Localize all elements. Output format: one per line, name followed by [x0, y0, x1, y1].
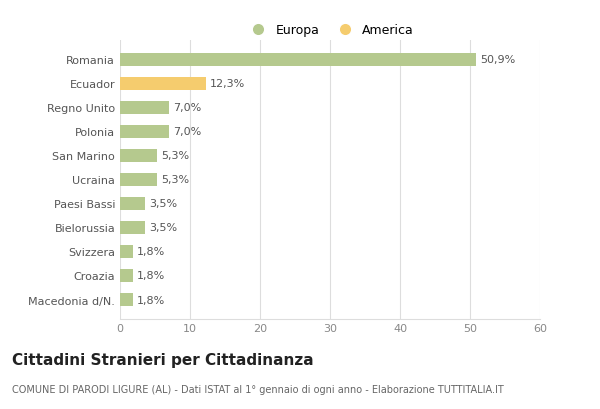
- Bar: [120, 54, 476, 67]
- Bar: [120, 293, 133, 306]
- Text: 1,8%: 1,8%: [137, 247, 165, 257]
- Text: 7,0%: 7,0%: [173, 127, 202, 137]
- Text: 5,3%: 5,3%: [161, 151, 190, 161]
- Text: 12,3%: 12,3%: [211, 79, 245, 89]
- Text: 3,5%: 3,5%: [149, 223, 177, 233]
- Text: 5,3%: 5,3%: [161, 175, 190, 185]
- Bar: [120, 269, 133, 282]
- Text: 1,8%: 1,8%: [137, 271, 165, 281]
- Bar: [120, 221, 145, 234]
- Text: Cittadini Stranieri per Cittadinanza: Cittadini Stranieri per Cittadinanza: [12, 352, 314, 367]
- Text: 1,8%: 1,8%: [137, 295, 165, 305]
- Bar: [120, 173, 157, 187]
- Text: 3,5%: 3,5%: [149, 199, 177, 209]
- Text: COMUNE DI PARODI LIGURE (AL) - Dati ISTAT al 1° gennaio di ogni anno - Elaborazi: COMUNE DI PARODI LIGURE (AL) - Dati ISTA…: [12, 384, 504, 394]
- Bar: [120, 197, 145, 211]
- Bar: [120, 245, 133, 258]
- Bar: [120, 78, 206, 91]
- Bar: [120, 149, 157, 163]
- Bar: [120, 126, 169, 139]
- Legend: Europa, America: Europa, America: [241, 19, 419, 42]
- Bar: [120, 101, 169, 115]
- Text: 7,0%: 7,0%: [173, 103, 202, 113]
- Text: 50,9%: 50,9%: [481, 55, 516, 65]
